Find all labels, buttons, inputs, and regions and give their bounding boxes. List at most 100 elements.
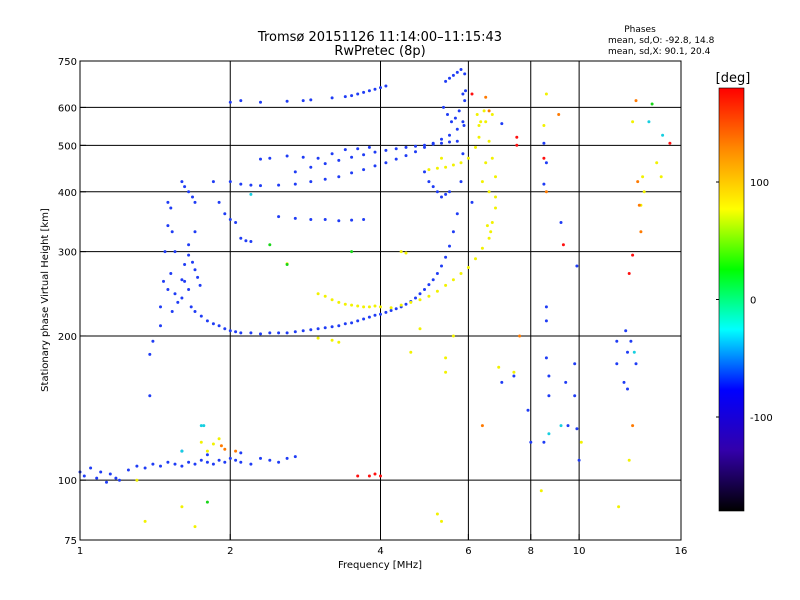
data-point — [440, 137, 443, 141]
data-point — [470, 200, 474, 204]
data-point — [362, 153, 366, 157]
data-point — [463, 99, 467, 103]
data-point — [362, 90, 366, 94]
data-point — [622, 380, 626, 384]
data-point — [442, 105, 445, 109]
data-point — [573, 362, 577, 366]
data-point — [293, 170, 297, 174]
y-tick-label: 75 — [64, 536, 77, 547]
data-point — [544, 305, 548, 309]
data-point — [191, 260, 194, 264]
data-point — [515, 143, 519, 147]
data-point — [661, 133, 665, 137]
data-point — [399, 250, 403, 254]
data-point — [187, 190, 191, 194]
data-point — [440, 519, 443, 523]
data-point — [205, 460, 209, 464]
data-point — [159, 324, 162, 328]
data-point — [362, 168, 366, 172]
data-point — [239, 451, 243, 455]
data-point — [544, 92, 548, 96]
data-point — [435, 166, 439, 170]
data-point — [404, 154, 408, 158]
data-point — [356, 147, 360, 151]
data-point — [394, 147, 398, 151]
data-point — [373, 304, 377, 308]
data-point — [330, 96, 334, 100]
data-point — [448, 140, 451, 144]
data-point — [650, 102, 654, 106]
data-point — [440, 156, 443, 160]
data-point — [277, 331, 281, 335]
data-point — [404, 251, 408, 255]
data-point — [316, 336, 320, 340]
data-point — [316, 292, 320, 296]
data-point — [249, 192, 253, 196]
data-point — [451, 334, 455, 338]
data-point — [330, 338, 334, 342]
data-point — [480, 180, 484, 184]
data-point — [564, 380, 568, 384]
data-point — [451, 163, 455, 167]
data-point — [239, 236, 243, 240]
data-point — [159, 305, 162, 309]
data-point — [487, 236, 491, 240]
data-point — [431, 142, 435, 146]
data-point — [455, 127, 459, 131]
colorbar-tick-label: 100 — [750, 178, 769, 189]
x-tick-label: 16 — [675, 546, 688, 557]
data-point — [466, 156, 470, 160]
data-point — [187, 243, 191, 247]
data-point — [99, 470, 103, 474]
data-point — [414, 144, 417, 148]
data-point — [547, 394, 551, 398]
data-point — [497, 365, 501, 369]
data-point — [414, 150, 417, 154]
data-point — [199, 458, 203, 462]
data-point — [183, 185, 187, 189]
data-point — [350, 321, 354, 325]
data-point — [118, 478, 121, 482]
data-point — [494, 206, 497, 210]
data-point — [259, 157, 262, 161]
data-point — [249, 183, 253, 187]
phase-info-o-mode: mean, sd,O: -92.8, 14.8 — [608, 36, 715, 46]
data-point — [484, 161, 488, 165]
data-point — [189, 305, 193, 309]
data-point — [542, 440, 546, 444]
y-tick-label: 200 — [58, 332, 77, 343]
data-point — [166, 200, 170, 204]
data-point — [446, 113, 449, 116]
data-point — [277, 215, 281, 219]
data-point — [477, 135, 481, 139]
data-point — [187, 288, 191, 291]
data-point — [500, 122, 504, 126]
data-point — [526, 408, 530, 412]
data-point — [484, 120, 488, 124]
data-point — [634, 362, 638, 366]
data-point — [228, 218, 232, 221]
data-point — [285, 331, 289, 335]
data-point — [487, 139, 491, 143]
data-point — [624, 329, 628, 333]
data-point — [634, 99, 638, 103]
data-point — [330, 298, 334, 302]
data-point — [193, 200, 197, 204]
data-point — [151, 339, 155, 343]
data-point — [166, 224, 170, 228]
data-point — [198, 283, 202, 287]
data-point — [268, 156, 272, 160]
data-point — [444, 79, 448, 83]
data-point — [459, 68, 463, 71]
data-point — [384, 161, 388, 165]
data-point — [350, 94, 354, 98]
data-point — [249, 240, 253, 243]
data-point — [293, 182, 297, 186]
data-point — [379, 474, 382, 478]
data-point — [617, 505, 621, 509]
data-point — [512, 370, 516, 374]
data-point — [143, 519, 147, 523]
data-point — [423, 143, 426, 147]
data-point — [343, 302, 347, 306]
